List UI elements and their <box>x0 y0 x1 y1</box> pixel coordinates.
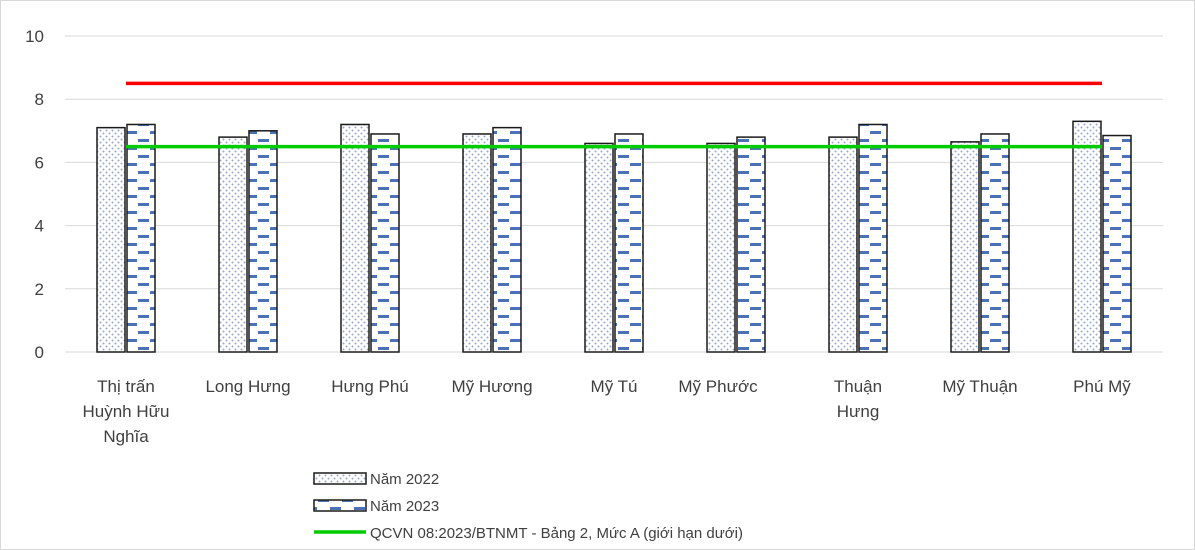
x-label-line: Hưng <box>837 402 880 421</box>
bar-2023 <box>858 123 888 353</box>
bar-2022 <box>96 126 126 353</box>
x-label-line: Mỹ Thuận <box>942 377 1017 396</box>
y-tick-label: 10 <box>25 27 44 46</box>
bar-2022 <box>218 136 248 353</box>
x-label-line: Nghĩa <box>103 427 149 446</box>
bar-2022 <box>462 133 492 353</box>
x-label-line: Phú Mỹ <box>1073 377 1131 396</box>
x-label-line: Long Hưng <box>205 377 290 396</box>
x-category-label: Thị trấn Huỳnh Hữu Nghĩa <box>83 377 170 446</box>
bar-2023 <box>614 133 644 353</box>
legend-swatch-2023 <box>313 499 367 512</box>
bar-2023 <box>370 133 400 353</box>
reference-lines <box>126 81 1102 149</box>
x-category-label: Mỹ Phước <box>678 377 758 396</box>
x-category-label: Hưng Phú <box>331 377 409 396</box>
bar-2023 <box>248 130 278 353</box>
x-label-line: Huỳnh Hữu <box>83 402 170 421</box>
x-category-label: Mỹ Tú <box>591 377 638 396</box>
x-category-label: Mỹ Hương <box>451 377 532 396</box>
y-tick-label: 2 <box>35 280 44 299</box>
x-label-line: Mỹ Tú <box>591 377 638 396</box>
legend-label-qcvn: QCVN 08:2023/BTNMT - Bảng 2, Mức A (giới… <box>370 525 743 542</box>
bar-2023 <box>126 123 156 353</box>
x-label-line: Mỹ Phước <box>678 377 758 396</box>
y-tick-label: 4 <box>35 217 44 236</box>
bar-2022 <box>340 123 370 353</box>
x-label-line: Thị trấn <box>97 377 155 396</box>
bar-2022 <box>706 142 736 353</box>
bar-2022 <box>584 142 614 353</box>
x-label-line: Hưng Phú <box>331 377 409 396</box>
x-category-label: Mỹ Thuận <box>942 377 1017 396</box>
x-category-label: Thuận Hưng <box>834 377 882 421</box>
x-label-line: Thuận <box>834 377 882 396</box>
legend: Năm 2022 Năm 2023 QCVN 08:2023/BTNMT - Bản… <box>313 471 743 542</box>
bar-2023 <box>492 126 522 353</box>
bar-2022 <box>950 141 980 353</box>
y-tick-label: 0 <box>35 343 44 362</box>
x-category-label: Long Hưng <box>205 377 290 396</box>
x-axis-labels: Thị trấn Huỳnh Hữu Nghĩa Long Hưng Hưng Phú M… <box>83 377 1132 446</box>
bars <box>96 120 1132 353</box>
bar-2023 <box>980 133 1010 353</box>
x-label-line: Mỹ Hương <box>451 377 532 396</box>
bar-2023 <box>1102 134 1132 353</box>
legend-swatch-2022 <box>313 472 367 485</box>
x-category-label: Phú Mỹ <box>1073 377 1131 396</box>
bar-2023 <box>736 136 766 353</box>
y-tick-label: 6 <box>35 153 44 172</box>
bar-2022 <box>1072 120 1102 353</box>
legend-label-2022: Năm 2022 <box>370 471 439 488</box>
grid-layer <box>65 35 1163 353</box>
bar-2022 <box>828 136 858 353</box>
legend-label-2023: Năm 2023 <box>370 498 439 515</box>
y-axis-labels: 0 2 4 6 8 10 <box>25 27 44 362</box>
y-tick-label: 8 <box>35 90 44 109</box>
